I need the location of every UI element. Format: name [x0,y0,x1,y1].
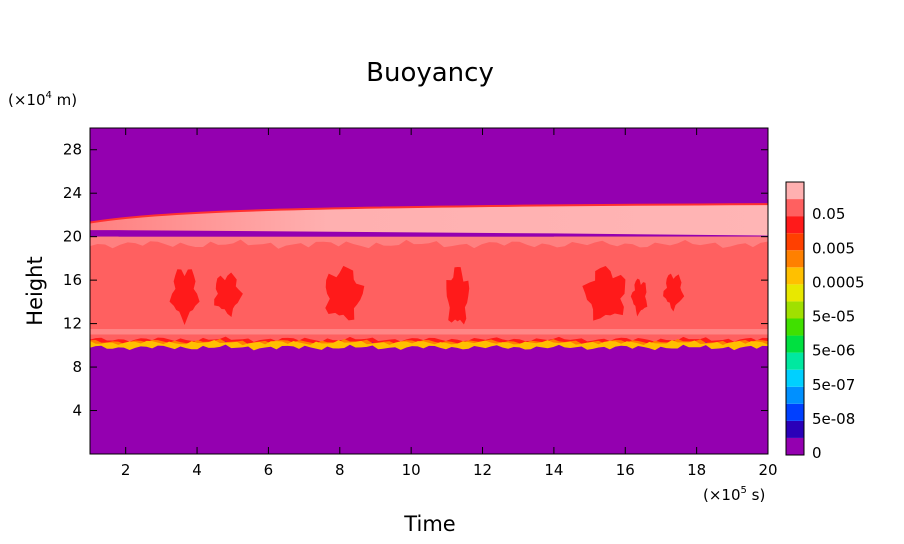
y-tick-label: 8 [72,358,82,376]
colorbar-label: 5e-07 [812,376,855,394]
y-unit-text: (×10 [8,91,46,109]
colorbar-label: 0.05 [812,205,845,223]
chart-title: Buoyancy [366,58,494,88]
x-unit-tail: s) [747,486,765,504]
colorbar-swatch [786,301,804,319]
x-tick-label: 8 [335,461,345,479]
buoyancy-patch [582,266,626,321]
buoyancy-patch [169,269,200,326]
y-unit-tail: m) [52,91,77,109]
colorbar-swatch [786,199,804,217]
colorbar-swatch [786,420,804,438]
y-tick-label: 4 [72,402,82,420]
colorbar-swatch [786,250,804,268]
x-axis-label: Time [403,512,455,536]
pale-band-lower [90,329,768,335]
colorbar-label: 5e-06 [812,342,855,360]
y-tick-label: 12 [63,315,82,333]
x-tick-label: 16 [616,461,635,479]
y-unit-exponent: 4 [46,90,52,101]
colorbar-label: 0 [812,444,822,462]
pale-band-upper [90,236,768,249]
y-tick-label: 24 [63,184,82,202]
x-tick-label: 4 [192,461,202,479]
colorbar-swatch [786,284,804,302]
colorbar-label: 0.005 [812,239,855,257]
y-axis-label: Height [23,256,47,325]
colorbar: 0 5e-08 5e-07 5e-06 5e-05 0.0005 0.005 0.05 [785,181,865,462]
x-tick-label: 12 [473,461,492,479]
x-tick-label: 14 [544,461,563,479]
buoyancy-patch [446,267,470,325]
y-tick-label: 28 [63,141,82,159]
colorbar-frame [785,181,805,456]
x-tick-label: 2 [121,461,131,479]
y-axis: 4 8 12 16 20 24 28 [63,141,768,420]
colorbar-swatch [786,403,804,421]
colorbar-swatch [786,267,804,285]
x-tick-label: 10 [402,461,421,479]
buoyancy-patch [630,278,648,317]
colorbar-label: 5e-08 [812,410,855,428]
x-tick-label: 18 [687,461,706,479]
colorbar-swatch [786,386,804,404]
plot-frame [89,127,769,455]
colorbar-swatch [786,233,804,251]
x-unit-exponent: 5 [741,485,747,496]
region-thin-band [118,230,554,237]
region-top-pink [90,204,768,236]
x-tick-label: 20 [758,461,777,479]
colorbar-label: 0.0005 [812,273,865,291]
x-axis: 2 4 6 8 10 12 14 16 18 20 [121,128,778,479]
buoyancy-patch [214,272,243,317]
colorbar-swatch [786,318,804,336]
plot-area [90,128,768,454]
colorbar-swatch [786,437,804,455]
buoyancy-patch [663,273,685,312]
lower-boundary-fringe [90,339,768,351]
x-unit-label: (×105 s) [703,485,765,504]
colorbar-swatch [786,216,804,234]
buoyancy-patch [325,265,365,321]
colorbar-swatch [786,369,804,387]
colorbar-swatch [786,182,804,200]
x-unit-text: (×10 [703,486,741,504]
x-tick-label: 6 [264,461,274,479]
y-tick-label: 20 [63,228,82,246]
colorbar-label: 5e-05 [812,308,855,326]
colorbar-swatch [786,335,804,353]
y-unit-label: (×104 m) [8,90,77,109]
top-pink-edge [90,203,768,224]
colorbar-swatch [786,352,804,370]
y-tick-label: 16 [63,271,82,289]
